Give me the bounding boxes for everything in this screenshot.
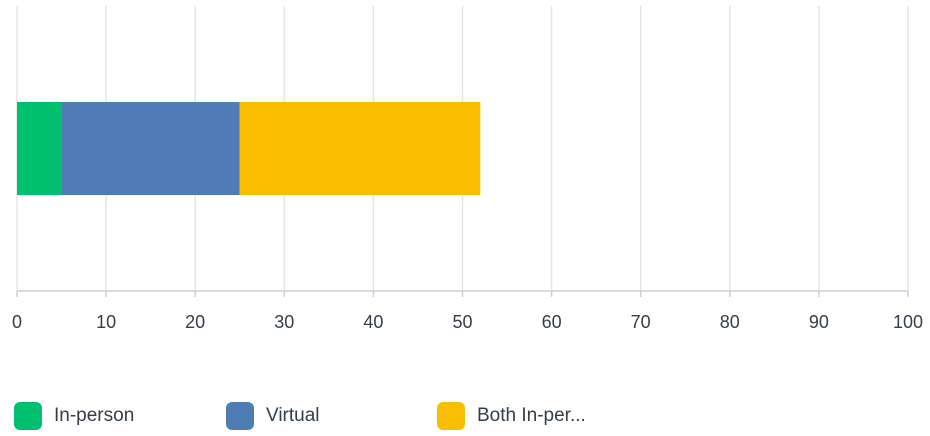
x-tick-label: 50 [452, 312, 472, 332]
x-tick-label: 10 [96, 312, 116, 332]
legend-item-both[interactable]: Both In-per... [437, 400, 586, 432]
x-tick-label: 60 [542, 312, 562, 332]
legend-label: Both In-per... [477, 405, 586, 426]
bar-segment-virtual[interactable] [61, 102, 240, 195]
legend-item-in-person[interactable]: In-person [14, 400, 134, 432]
legend-label: In-person [54, 405, 135, 426]
x-tick-label: 70 [631, 312, 651, 332]
x-tick-label: 30 [274, 312, 294, 332]
x-axis [16, 290, 909, 297]
legend-swatch [437, 402, 465, 430]
x-tick-label: 40 [363, 312, 383, 332]
legend-item-virtual[interactable]: Virtual [226, 400, 320, 432]
bar-segment-in-person[interactable] [17, 102, 62, 195]
x-tick-label: 90 [809, 312, 829, 332]
legend: In-person Virtual Both In-per... [14, 400, 914, 434]
x-tick-labels: 0 10 20 30 40 50 60 70 80 90 100 [12, 312, 923, 332]
legend-swatch [14, 402, 42, 430]
legend-label: Virtual [266, 405, 320, 426]
x-tick-label: 100 [893, 312, 923, 332]
legend-swatch [226, 402, 254, 430]
bars [17, 102, 481, 195]
x-tick-label: 0 [12, 312, 22, 332]
bar-segment-both-in-per[interactable] [239, 102, 481, 195]
x-tick-label: 20 [185, 312, 205, 332]
x-tick-label: 80 [720, 312, 740, 332]
